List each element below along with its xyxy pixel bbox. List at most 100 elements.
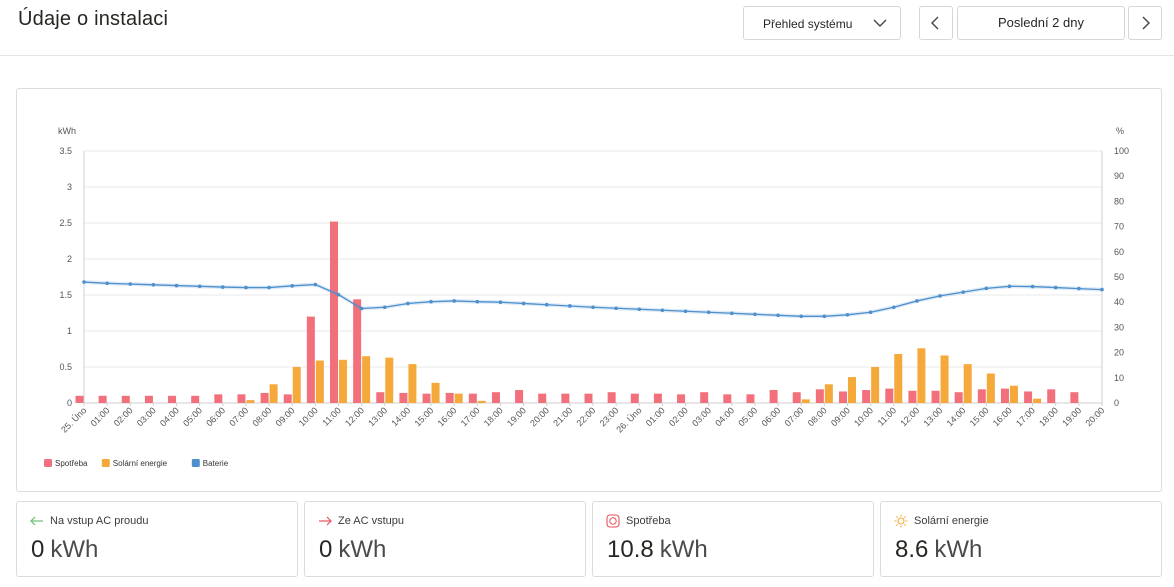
- bar-spotreba: [376, 392, 385, 403]
- bar-spotreba: [815, 389, 824, 403]
- y-left-tick-label: 3.5: [59, 146, 72, 156]
- y-left-tick-label: 0: [67, 398, 72, 408]
- x-tick-label: 08:00: [806, 405, 829, 428]
- x-tick-label: 06:00: [760, 405, 783, 428]
- bar-spotreba: [792, 392, 801, 403]
- consumption-icon: [606, 514, 620, 528]
- battery-point: [313, 282, 318, 287]
- x-tick-label: 15:00: [968, 405, 991, 428]
- battery-point: [128, 282, 133, 286]
- stat-value: 8.6 kWh: [895, 536, 983, 563]
- x-tick-label: 17:00: [459, 405, 482, 428]
- y-right-tick-label: 30: [1114, 322, 1124, 332]
- sun-icon: [894, 514, 908, 528]
- x-tick-label: 18:00: [482, 405, 505, 428]
- bar-spotreba: [1047, 389, 1056, 403]
- x-tick-label: 13:00: [921, 405, 944, 428]
- x-tick-label: 06:00: [204, 405, 227, 428]
- legend-label: Baterie: [203, 459, 229, 468]
- bar-spotreba: [468, 393, 477, 403]
- x-tick-label: 19:00: [505, 405, 528, 428]
- chevron-left-icon: [931, 16, 939, 30]
- x-tick-label: 11:00: [320, 405, 343, 428]
- battery-point: [915, 299, 919, 303]
- period-display[interactable]: Poslední 2 dny: [957, 6, 1125, 40]
- legend-label: Solární energie: [113, 459, 168, 468]
- legend-item: Solární energie: [101, 459, 168, 468]
- battery-point: [1053, 285, 1058, 290]
- bar-spotreba: [1070, 392, 1079, 403]
- bar-spotreba: [862, 390, 871, 403]
- bar-spotreba: [168, 395, 177, 403]
- legend-swatch: [44, 459, 52, 467]
- stat-title: Solární energie: [914, 515, 989, 527]
- battery-point: [336, 292, 341, 297]
- battery-point: [151, 283, 156, 287]
- battery-point: [544, 302, 549, 307]
- next-period-button[interactable]: [1128, 6, 1162, 40]
- battery-point: [1077, 286, 1081, 291]
- bar-solarni-energie: [431, 382, 440, 403]
- battery-point: [197, 284, 202, 289]
- top-bar: Údaje o instalaci Přehled systému Posled…: [0, 0, 1174, 56]
- bar-spotreba: [607, 392, 616, 403]
- battery-point: [938, 294, 942, 298]
- bar-solarni-energie: [362, 356, 371, 403]
- x-tick-label: 10:00: [852, 405, 875, 428]
- y-right-tick-label: 40: [1114, 297, 1124, 307]
- battery-point: [660, 308, 665, 313]
- battery-point: [429, 299, 433, 304]
- x-tick-label: 20:00: [1083, 405, 1106, 428]
- stat-card-consumption: Spotřeba 10.8 kWh: [592, 501, 874, 577]
- battery-line: [83, 281, 1103, 317]
- chevron-down-icon: [873, 19, 887, 27]
- y-right-axis-label: %: [1116, 126, 1124, 136]
- battery-point: [1030, 284, 1035, 289]
- bar-solarni-energie: [1009, 385, 1018, 403]
- bar-spotreba: [237, 394, 246, 403]
- bar-spotreba: [121, 395, 130, 403]
- energy-chart[interactable]: 0 0.5 1 1.5 2 2.5 3 3.5 0 10 20 30 40 50 60 70 80 90 100 kW…: [17, 89, 1163, 493]
- bar-spotreba: [353, 299, 362, 403]
- x-tick-label: 22:00: [574, 405, 597, 428]
- battery-point: [984, 286, 989, 291]
- y-right-tick-label: 50: [1114, 272, 1124, 282]
- legend-swatch: [101, 459, 110, 467]
- bar-solarni-energie: [477, 400, 486, 403]
- bar-spotreba: [561, 393, 570, 403]
- bar-spotreba: [283, 394, 292, 403]
- page-title: Údaje o instalaci: [18, 8, 169, 30]
- bar-spotreba: [538, 393, 547, 403]
- bar-spotreba: [306, 316, 315, 403]
- bar-spotreba: [191, 395, 200, 403]
- chart-legend: Spotřeba Solární energie Baterie: [44, 459, 229, 468]
- x-tick-label: 07:00: [227, 405, 250, 428]
- battery-point: [568, 304, 572, 308]
- battery-point: [521, 301, 526, 306]
- x-tick-label: 12:00: [898, 405, 921, 428]
- battery-point: [637, 307, 642, 312]
- y-left-tick-label: 0.5: [59, 362, 72, 372]
- arrow-left-icon: [30, 516, 43, 526]
- bar-solarni-energie: [917, 348, 926, 403]
- bar-spotreba: [515, 390, 524, 403]
- previous-period-button[interactable]: [919, 6, 953, 40]
- bar-spotreba: [885, 388, 894, 403]
- x-tick-label: 03:00: [690, 405, 713, 428]
- bar-spotreba: [98, 395, 107, 403]
- battery-point: [174, 283, 179, 288]
- x-tick-label: 15:00: [412, 405, 435, 428]
- arrow-right-icon: [319, 516, 332, 526]
- bar-spotreba: [399, 392, 408, 403]
- battery-point: [776, 313, 780, 318]
- stat-card-from-ac-input: Ze AC vstupu 0 kWh: [304, 501, 586, 577]
- stat-value: 0 kWh: [31, 536, 99, 563]
- view-select[interactable]: Přehled systému: [743, 6, 901, 40]
- x-tick-label: 18:00: [1037, 405, 1060, 428]
- battery-point: [591, 305, 595, 310]
- battery-point: [382, 305, 387, 310]
- x-tick-label: 01:00: [644, 405, 667, 428]
- y-right-tick-label: 80: [1114, 196, 1124, 206]
- x-tick-label: 09:00: [274, 405, 297, 428]
- battery-point: [290, 284, 295, 288]
